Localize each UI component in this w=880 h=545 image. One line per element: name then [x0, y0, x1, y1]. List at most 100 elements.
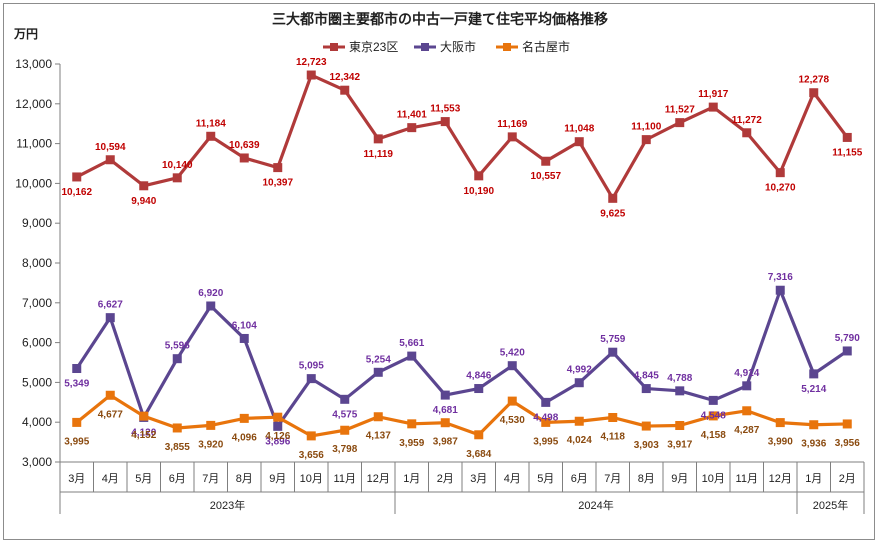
data-label: 3,990 [768, 437, 793, 448]
y-tick-label: 5,000 [22, 375, 52, 389]
data-label: 12,342 [329, 72, 360, 83]
data-label: 3,684 [466, 449, 491, 460]
y-tick-label: 3,000 [22, 455, 52, 469]
data-point [574, 137, 584, 147]
data-point [809, 420, 819, 430]
data-label: 11,119 [364, 149, 394, 160]
x-tick-label: 3月 [68, 473, 85, 485]
x-tick-label: 4月 [504, 473, 521, 485]
data-label: 6,627 [98, 300, 123, 311]
data-label: 3,995 [64, 436, 89, 447]
data-label: 7,316 [768, 272, 793, 283]
data-label: 4,677 [98, 409, 123, 420]
data-label: 3,936 [801, 439, 826, 450]
series-line [75, 393, 848, 438]
data-label: 4,126 [265, 431, 290, 442]
data-point [541, 156, 551, 166]
y-tick-label: 7,000 [22, 296, 52, 310]
data-label: 10,397 [262, 178, 293, 189]
data-label: 11,100 [631, 122, 661, 133]
data-point [105, 155, 115, 165]
data-label: 5,095 [299, 361, 324, 372]
data-point [139, 411, 149, 421]
data-label: 5,420 [500, 348, 525, 359]
legend: 東京23区 大阪市 名古屋市 [323, 39, 570, 54]
data-label: 4,788 [667, 373, 692, 384]
x-tick-label: 9月 [671, 473, 688, 485]
data-label: 12,278 [798, 75, 829, 86]
data-label: 11,917 [698, 89, 728, 100]
data-label: 4,914 [734, 368, 759, 379]
data-point [72, 364, 82, 374]
x-tick-label: 7月 [604, 473, 621, 485]
legend-label: 名古屋市 [522, 39, 570, 54]
data-point [206, 420, 216, 430]
data-point [541, 417, 551, 427]
data-point [775, 418, 785, 428]
data-point [675, 386, 685, 396]
data-label: 9,940 [131, 196, 156, 207]
data-point [407, 123, 417, 133]
data-point [675, 118, 685, 128]
data-label: 11,155 [832, 147, 862, 158]
x-tick-label: 2月 [437, 473, 454, 485]
legend-marker [421, 43, 429, 51]
data-point [842, 132, 852, 142]
data-label: 11,048 [564, 124, 594, 135]
data-label: 3,896 [265, 436, 290, 447]
data-point [541, 397, 551, 407]
data-point [340, 425, 350, 435]
data-label: 4,681 [433, 405, 458, 416]
data-label: 4,287 [734, 425, 759, 436]
data-point [809, 369, 819, 379]
year-label: 2025年 [813, 498, 848, 512]
x-tick-label: 8月 [638, 473, 655, 485]
x-tick-label: 6月 [169, 473, 186, 485]
data-label: 10,557 [530, 171, 561, 182]
data-label: 11,401 [397, 110, 427, 121]
data-point [641, 421, 651, 431]
data-label: 11,169 [497, 119, 527, 130]
data-point [239, 153, 249, 163]
data-label: 4,498 [533, 412, 558, 423]
data-point [775, 168, 785, 178]
y-tick-label: 4,000 [22, 415, 52, 429]
data-label: 4,137 [366, 431, 391, 442]
data-label: 3,903 [634, 440, 659, 451]
data-label: 4,118 [601, 432, 626, 443]
data-point [641, 384, 651, 394]
x-tick-label: 11月 [334, 473, 356, 485]
year-label: 2024年 [578, 498, 613, 512]
data-point [206, 131, 216, 141]
data-label: 10,162 [61, 187, 92, 198]
data-label: 4,120 [131, 427, 156, 438]
data-point [474, 430, 484, 440]
data-label: 11,553 [430, 104, 460, 115]
data-label: 5,214 [801, 384, 826, 395]
data-point [407, 351, 417, 361]
data-point [507, 396, 517, 406]
data-point [239, 413, 249, 423]
series-layer [72, 70, 852, 441]
data-label: 12,723 [296, 57, 327, 68]
data-point [574, 416, 584, 426]
data-point [474, 171, 484, 181]
y-tick-label: 11,000 [16, 137, 52, 151]
y-tick-label: 9,000 [22, 216, 52, 230]
data-point [373, 412, 383, 422]
data-label: 3,798 [332, 444, 357, 455]
data-point [273, 421, 283, 431]
x-tick-label: 2月 [839, 473, 856, 485]
data-label: 3,855 [165, 442, 190, 453]
data-label: 3,920 [198, 439, 223, 450]
data-point [742, 381, 752, 391]
data-point [608, 193, 618, 203]
data-point [72, 172, 82, 182]
data-point [172, 354, 182, 364]
data-label: 9,625 [600, 208, 625, 219]
data-label: 4,846 [466, 371, 491, 382]
data-point [507, 132, 517, 142]
x-tick-label: 12月 [769, 473, 792, 485]
data-point [105, 390, 115, 400]
data-label: 10,594 [95, 142, 126, 153]
